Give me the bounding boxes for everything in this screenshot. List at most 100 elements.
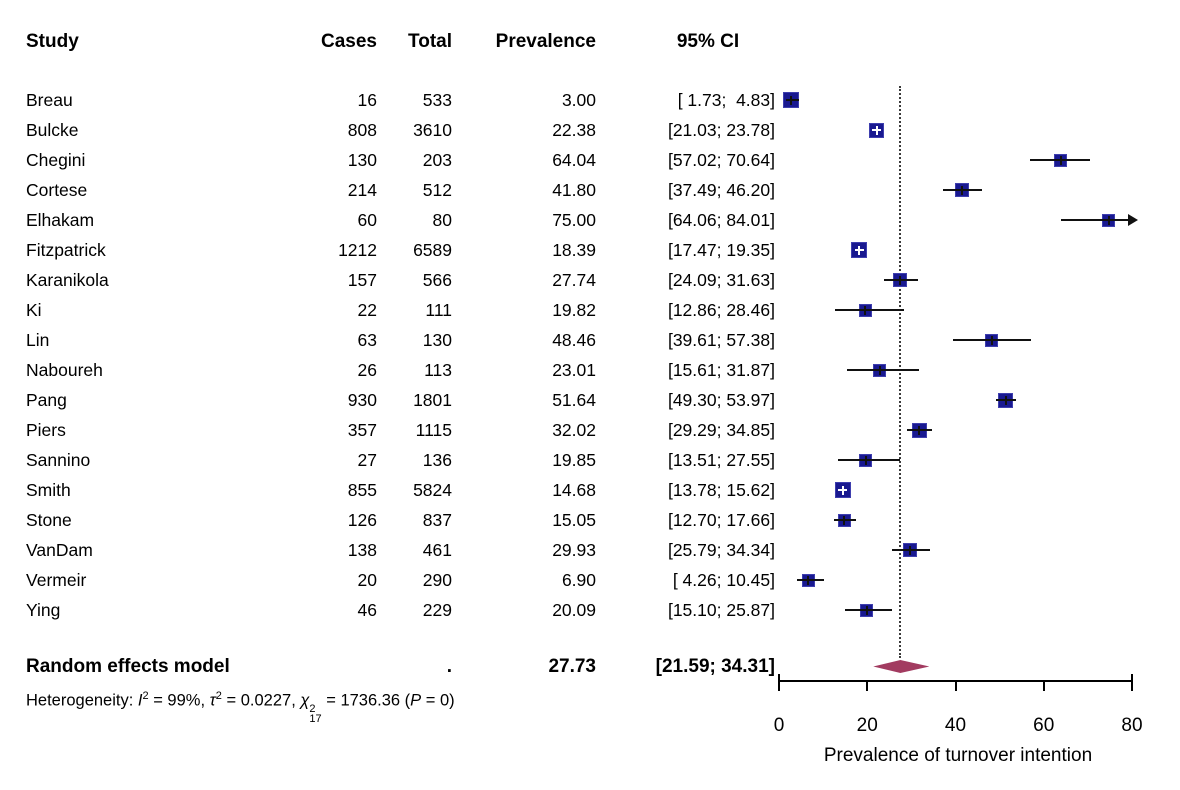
study-name: Breau xyxy=(26,90,73,110)
x-axis-line xyxy=(778,680,1133,682)
cases-value: 126 xyxy=(347,510,377,530)
x-tick-label: 40 xyxy=(944,715,967,736)
prevalence-value: 19.85 xyxy=(552,450,596,470)
study-name: Fitzpatrick xyxy=(26,240,106,260)
prevalence-value: 51.64 xyxy=(552,390,596,410)
ci-value: [15.10; 25.87] xyxy=(667,600,775,620)
point-marker xyxy=(875,365,885,375)
total-value: 80 xyxy=(432,210,452,230)
ci-value: [49.30; 53.97] xyxy=(667,390,775,410)
prevalence-value: 6.90 xyxy=(561,570,596,590)
point-marker xyxy=(839,515,849,525)
ci-value: [21.03; 23.78] xyxy=(667,120,775,140)
point-marker xyxy=(838,485,848,495)
study-name: Naboureh xyxy=(26,360,103,380)
ci-value: [57.02; 70.64] xyxy=(667,150,775,170)
point-marker xyxy=(905,545,915,555)
study-name: Elhakam xyxy=(26,210,95,230)
ci-value: [12.86; 28.46] xyxy=(667,300,775,320)
point-marker xyxy=(895,275,905,285)
total-value: 136 xyxy=(422,450,452,470)
pooled-ci-value: [21.59; 34.31] xyxy=(655,656,775,677)
study-name: Piers xyxy=(26,420,66,440)
total-value: 113 xyxy=(424,360,452,380)
prevalence-value: 32.02 xyxy=(552,420,596,440)
x-axis-endcap xyxy=(1131,674,1133,680)
study-name: Ki xyxy=(26,300,42,320)
x-tick-label: 80 xyxy=(1121,715,1143,736)
ci-value: [13.78; 15.62] xyxy=(667,480,775,500)
cases-value: 214 xyxy=(347,180,377,200)
cases-value: 357 xyxy=(347,420,377,440)
total-value: 111 xyxy=(425,300,452,320)
point-marker xyxy=(1104,215,1114,225)
pooled-prevalence-value: 27.73 xyxy=(548,656,596,677)
point-marker xyxy=(803,575,813,585)
study-name: Smith xyxy=(26,480,71,500)
total-value: 566 xyxy=(422,270,452,290)
cases-value: 46 xyxy=(357,600,377,620)
ci-value: [64.06; 84.01] xyxy=(667,210,775,230)
ci-value: [24.09; 31.63] xyxy=(667,270,775,290)
cases-value: 930 xyxy=(347,390,377,410)
total-value: 6589 xyxy=(413,240,452,260)
study-name: Chegini xyxy=(26,150,86,170)
point-marker xyxy=(786,95,796,105)
total-value: 512 xyxy=(422,180,452,200)
total-value: 1115 xyxy=(415,420,452,440)
point-marker xyxy=(854,245,864,255)
study-name: Lin xyxy=(26,330,50,350)
cases-value: 27 xyxy=(357,450,377,470)
x-tick-label: 60 xyxy=(1033,715,1055,736)
ci-value: [17.47; 19.35] xyxy=(667,240,775,260)
point-marker xyxy=(862,605,872,615)
prevalence-value: 64.04 xyxy=(552,150,596,170)
point-marker xyxy=(914,425,924,435)
total-value: 837 xyxy=(422,510,452,530)
ci-value: [12.70; 17.66] xyxy=(667,510,775,530)
point-marker xyxy=(861,455,871,465)
total-value: 130 xyxy=(422,330,452,350)
col-header-total: Total xyxy=(408,31,452,52)
cases-value: 130 xyxy=(347,150,377,170)
ci-line xyxy=(1060,219,1128,221)
point-marker xyxy=(987,335,997,345)
cases-value: 63 xyxy=(357,330,377,350)
prevalence-value: 18.39 xyxy=(552,240,596,260)
col-header-cases: Cases xyxy=(321,31,377,52)
cases-value: 22 xyxy=(357,300,377,320)
study-name: Cortese xyxy=(26,180,88,200)
cases-value: 26 xyxy=(357,360,377,380)
study-name: Sannino xyxy=(26,450,91,470)
point-marker xyxy=(1001,395,1011,405)
study-name: Bulcke xyxy=(26,120,79,140)
prevalence-value: 41.80 xyxy=(552,180,596,200)
prevalence-value: 19.82 xyxy=(552,300,596,320)
prevalence-value: 27.74 xyxy=(552,270,596,290)
cases-value: 157 xyxy=(347,270,377,290)
point-marker xyxy=(1056,155,1066,165)
x-tick xyxy=(778,682,780,691)
point-marker xyxy=(872,125,882,135)
ci-value: [13.51; 27.55] xyxy=(667,450,775,470)
x-tick-label: 0 xyxy=(773,715,785,736)
study-name: Ying xyxy=(26,600,61,620)
total-value: 1801 xyxy=(413,390,452,410)
cases-value: 60 xyxy=(357,210,377,230)
prevalence-value: 14.68 xyxy=(552,480,596,500)
study-name: Pang xyxy=(26,390,67,410)
point-marker xyxy=(957,185,967,195)
ci-value: [ 4.26; 10.45] xyxy=(672,570,775,590)
pooled-label: Random effects model xyxy=(26,656,230,677)
x-tick xyxy=(1042,682,1045,691)
prevalence-value: 75.00 xyxy=(552,210,596,230)
study-name: Stone xyxy=(26,510,72,530)
study-name: VanDam xyxy=(26,540,93,560)
cases-value: 855 xyxy=(347,480,377,500)
study-name: Karanikola xyxy=(26,270,109,290)
prevalence-value: 23.01 xyxy=(552,360,596,380)
pooled-cases-total: . xyxy=(446,656,452,677)
ci-value: [15.61; 31.87] xyxy=(667,360,775,380)
